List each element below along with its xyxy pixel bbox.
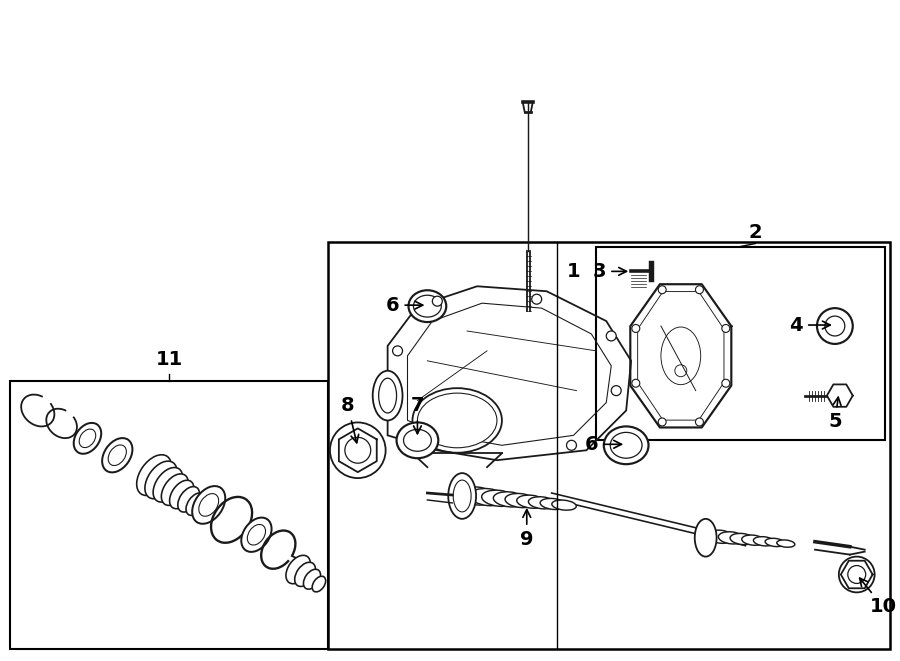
Ellipse shape: [765, 538, 785, 547]
Ellipse shape: [448, 473, 476, 519]
Ellipse shape: [248, 524, 266, 545]
Polygon shape: [630, 284, 732, 428]
Ellipse shape: [604, 426, 649, 464]
Ellipse shape: [286, 555, 310, 584]
Circle shape: [696, 286, 704, 293]
Circle shape: [392, 346, 402, 356]
Ellipse shape: [186, 493, 205, 516]
Ellipse shape: [145, 461, 177, 499]
Circle shape: [658, 418, 666, 426]
Text: 2: 2: [749, 223, 762, 241]
Text: 7: 7: [410, 397, 424, 434]
Ellipse shape: [373, 371, 402, 420]
Circle shape: [817, 308, 853, 344]
Circle shape: [658, 286, 666, 293]
Ellipse shape: [312, 576, 326, 592]
Bar: [10, 381, 328, 649]
Polygon shape: [827, 385, 853, 407]
Ellipse shape: [742, 535, 765, 545]
Ellipse shape: [403, 430, 431, 451]
Ellipse shape: [482, 490, 516, 506]
Ellipse shape: [178, 486, 200, 512]
Ellipse shape: [454, 480, 471, 512]
Circle shape: [611, 385, 621, 395]
Ellipse shape: [137, 455, 171, 496]
Ellipse shape: [753, 537, 775, 546]
Ellipse shape: [706, 530, 734, 543]
Ellipse shape: [397, 422, 438, 458]
Circle shape: [632, 379, 640, 387]
Ellipse shape: [199, 494, 219, 516]
Circle shape: [722, 325, 730, 332]
Ellipse shape: [413, 295, 441, 317]
Ellipse shape: [661, 327, 701, 385]
Circle shape: [532, 294, 542, 304]
Ellipse shape: [193, 486, 225, 524]
Polygon shape: [339, 428, 377, 472]
Ellipse shape: [730, 533, 754, 545]
Ellipse shape: [79, 429, 95, 447]
Ellipse shape: [493, 492, 526, 507]
Text: 3: 3: [593, 262, 626, 281]
Text: 6: 6: [386, 295, 423, 315]
Text: 8: 8: [341, 397, 359, 443]
Ellipse shape: [777, 540, 795, 547]
Ellipse shape: [169, 481, 194, 509]
Ellipse shape: [379, 378, 397, 413]
Ellipse shape: [552, 500, 576, 510]
Text: 1: 1: [566, 262, 580, 281]
Text: 10: 10: [860, 578, 896, 616]
Ellipse shape: [412, 388, 502, 453]
Bar: [597, 247, 885, 440]
Text: 11: 11: [156, 350, 183, 369]
Ellipse shape: [409, 290, 446, 322]
Circle shape: [432, 296, 442, 306]
Ellipse shape: [505, 494, 536, 508]
Ellipse shape: [695, 519, 716, 557]
Circle shape: [848, 566, 866, 584]
Circle shape: [345, 438, 371, 463]
Ellipse shape: [294, 563, 316, 586]
Text: 9: 9: [520, 510, 534, 549]
Polygon shape: [841, 561, 873, 588]
Circle shape: [722, 379, 730, 387]
Ellipse shape: [241, 518, 272, 552]
Ellipse shape: [528, 497, 556, 509]
Ellipse shape: [74, 423, 101, 453]
Ellipse shape: [540, 498, 566, 510]
Ellipse shape: [718, 532, 744, 544]
Ellipse shape: [610, 432, 642, 458]
Bar: [328, 241, 889, 649]
Ellipse shape: [458, 487, 496, 505]
Circle shape: [566, 440, 577, 450]
Ellipse shape: [470, 488, 506, 506]
Ellipse shape: [102, 438, 132, 473]
Ellipse shape: [303, 569, 320, 589]
Text: 6: 6: [585, 435, 622, 454]
Text: 4: 4: [789, 315, 830, 334]
Ellipse shape: [517, 495, 546, 508]
Ellipse shape: [153, 467, 183, 502]
Ellipse shape: [418, 393, 497, 447]
Circle shape: [607, 331, 616, 341]
Circle shape: [825, 316, 845, 336]
Circle shape: [696, 418, 704, 426]
Text: 5: 5: [828, 397, 842, 432]
Circle shape: [632, 325, 640, 332]
Ellipse shape: [161, 474, 188, 506]
Ellipse shape: [675, 365, 687, 377]
Ellipse shape: [108, 445, 126, 465]
